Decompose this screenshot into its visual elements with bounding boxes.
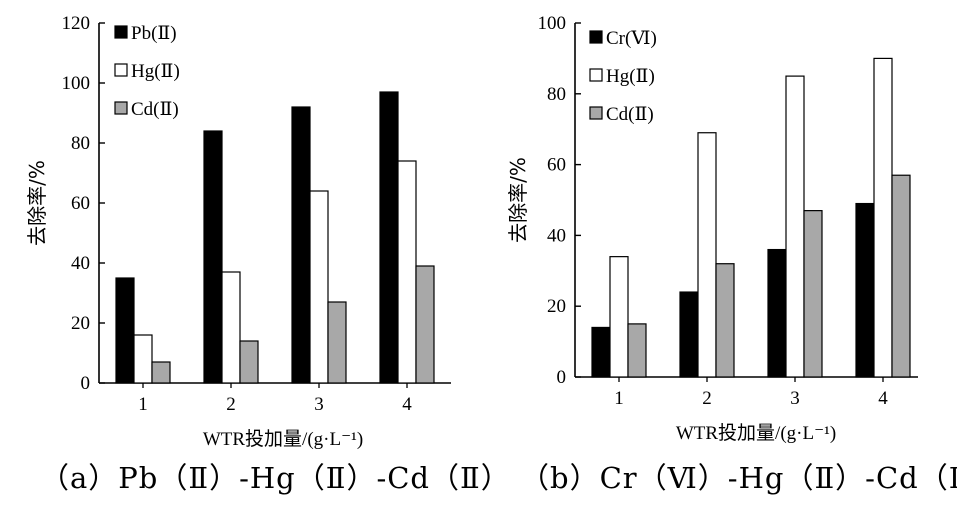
chart-b-y-tick-label: 20 — [547, 296, 566, 317]
chart-b-x-tick-label: 4 — [878, 388, 888, 409]
chart-a-legend-label-3: Cd(Ⅱ) — [131, 99, 179, 120]
chart-b-bar-3-2 — [715, 263, 735, 378]
chart-b-legend-label-2: Hg(Ⅱ) — [606, 66, 655, 87]
chart-b-bar-3-1 — [627, 323, 647, 378]
chart-a-legend-label-1: Pb(Ⅱ) — [131, 23, 177, 44]
chart-b-bar-3-3 — [803, 210, 823, 378]
chart-a-legend-label-2: Hg(Ⅱ) — [131, 61, 180, 82]
chart-a-bar-3-1 — [151, 361, 171, 384]
chart-b-x-tick-label: 1 — [614, 388, 624, 409]
chart-a-y-tick-label: 0 — [81, 373, 91, 394]
chart-b-y-tick-label: 80 — [547, 84, 566, 105]
chart-b-bar-1-3 — [767, 248, 787, 378]
chart-a-y-axis-label: 去除率/% — [25, 160, 49, 246]
chart-b-x-tick-label: 2 — [702, 388, 712, 409]
chart-a-y-tick-label: 20 — [71, 313, 90, 334]
chart-b-legend-label-3: Cd(Ⅱ) — [606, 104, 654, 125]
chart-b-bar-2-2 — [697, 132, 717, 378]
chart-b-bar-2-4 — [873, 57, 893, 378]
chart-a-legend-swatch-2 — [114, 63, 128, 77]
chart-a-y-tick-label: 80 — [71, 133, 90, 154]
chart-b-bar-1-1 — [591, 326, 611, 378]
chart-b-plot: 0 20 40 60 80 100 1 2 3 4 Cr(Ⅵ) Hg(Ⅱ) Cd(Ⅱ) 去除率/% WTR投… — [506, 13, 918, 444]
chart-a-bar-1-1 — [115, 277, 135, 384]
chart-b-legend-swatch-3 — [589, 106, 603, 120]
chart-b-bar-2-3 — [785, 75, 805, 378]
chart-panel-b: 0 20 40 60 80 100 1 2 3 4 Cr(Ⅵ) Hg(Ⅱ) Cd(Ⅱ) 去除率/% WTR投… — [478, 0, 957, 509]
chart-b-bar-1-2 — [679, 291, 699, 378]
chart-a-bar-2-3 — [309, 190, 329, 384]
chart-a-bar-2-4 — [397, 160, 417, 384]
chart-b-x-axis-label: WTR投加量/(g·L⁻¹) — [676, 422, 836, 444]
chart-b-y-tick-label: 40 — [547, 225, 566, 246]
chart-a-x-tick-label: 2 — [226, 394, 236, 415]
chart-a-bar-3-4 — [415, 265, 435, 384]
chart-a-x-tick-label: 4 — [402, 394, 412, 415]
chart-a-x-tick-label: 3 — [314, 394, 324, 415]
chart-a-y-tick-label: 60 — [71, 193, 90, 214]
chart-panel-a: 0 20 40 60 80 100 120 1 2 3 4 Pb(Ⅱ) Hg(Ⅱ) Cd(Ⅱ) 去除率/% W… — [0, 0, 510, 509]
chart-a-x-tick-label: 1 — [138, 394, 148, 415]
chart-b-y-tick-label: 0 — [557, 367, 567, 388]
chart-a-plot: 0 20 40 60 80 100 120 1 2 3 4 Pb(Ⅱ) Hg(Ⅱ) Cd(Ⅱ) 去除率/% W… — [25, 13, 451, 450]
chart-a-bar-1-3 — [291, 106, 311, 384]
chart-a-caption: （a）Pb（Ⅱ）-Hg（Ⅱ）-Cd（Ⅱ） — [40, 461, 511, 495]
chart-b-x-tick-label: 3 — [790, 388, 800, 409]
chart-b-caption: （b）Cr（Ⅵ）-Hg（Ⅱ）-Cd（Ⅱ） — [520, 461, 957, 495]
chart-a-bar-1-4 — [379, 91, 399, 384]
chart-b-y-tick-label: 60 — [547, 155, 566, 176]
chart-b-bar-3-4 — [891, 174, 911, 378]
chart-a-legend-swatch-1 — [114, 25, 128, 39]
chart-b-legend-swatch-1 — [589, 30, 603, 44]
chart-b-legend-swatch-2 — [589, 68, 603, 82]
chart-a-y-tick-label: 100 — [62, 73, 91, 94]
chart-a-bar-2-2 — [221, 271, 241, 384]
chart-a-bar-2-1 — [133, 334, 153, 384]
chart-a-bar-3-3 — [327, 301, 347, 384]
chart-b-y-tick-label: 100 — [538, 13, 567, 34]
chart-b-bar-2-1 — [609, 256, 629, 378]
chart-a-x-axis-label: WTR投加量/(g·L⁻¹) — [203, 428, 363, 450]
chart-b-bar-1-4 — [855, 202, 875, 378]
chart-a-legend-swatch-3 — [114, 101, 128, 115]
chart-b-legend-label-1: Cr(Ⅵ) — [606, 28, 657, 49]
chart-a-y-tick-label: 120 — [62, 13, 91, 34]
chart-b-y-axis-label: 去除率/% — [506, 157, 530, 243]
chart-a-bar-3-2 — [239, 340, 259, 384]
chart-a-bar-1-2 — [203, 130, 223, 384]
chart-a-y-tick-label: 40 — [71, 253, 90, 274]
